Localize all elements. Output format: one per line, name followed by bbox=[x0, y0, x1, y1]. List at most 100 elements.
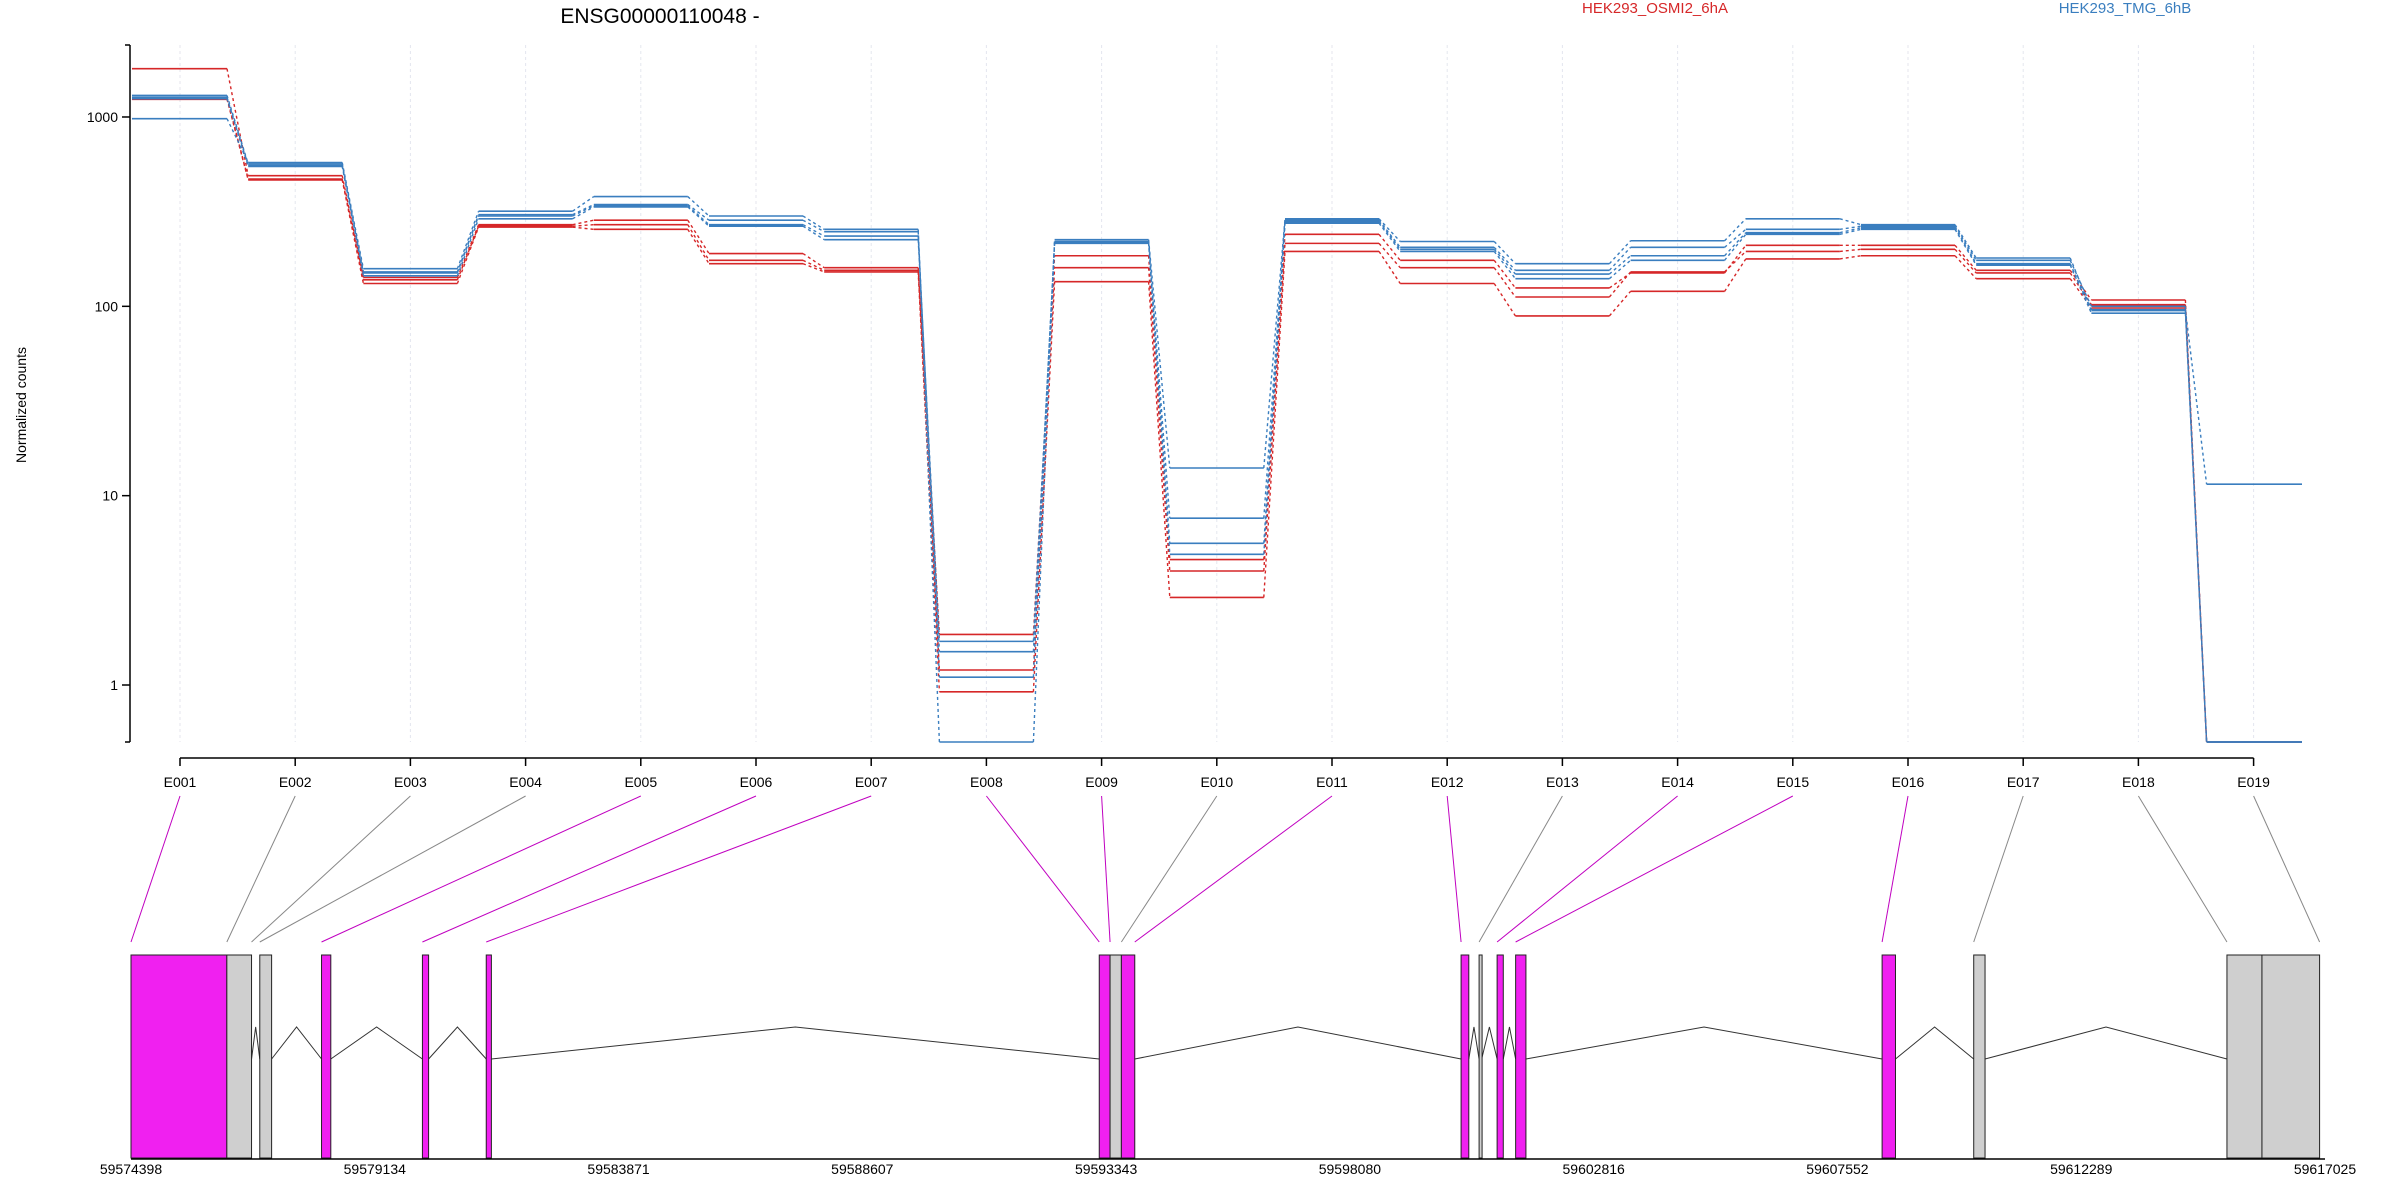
exon-box-e001 bbox=[130, 954, 228, 1159]
series-7-link-e007 bbox=[917, 239, 941, 642]
series-1-link-e004 bbox=[572, 219, 594, 226]
exon-box-e006 bbox=[485, 954, 492, 1159]
series-7-link-e013 bbox=[1608, 259, 1632, 280]
x-tick-label-e008: E008 bbox=[970, 774, 1003, 790]
series-6-link-e005 bbox=[687, 205, 710, 226]
series-6-link-e006 bbox=[802, 224, 825, 237]
x-tick-label-e004: E004 bbox=[509, 774, 542, 790]
series-6-link-e012 bbox=[1493, 248, 1516, 275]
series-6-link-e011 bbox=[1378, 221, 1401, 250]
connector-e017 bbox=[1973, 795, 2024, 943]
x-tick-label-e014: E014 bbox=[1661, 774, 1694, 790]
series-2-link-e003 bbox=[456, 225, 480, 281]
exon-box-e004 bbox=[321, 954, 332, 1159]
x-tick-label-e013: E013 bbox=[1546, 774, 1579, 790]
series-6-link-e014 bbox=[1724, 232, 1747, 257]
series-1-link-e012 bbox=[1493, 259, 1516, 289]
connector-e012 bbox=[1446, 795, 1462, 943]
series-4-link-e012 bbox=[1493, 241, 1516, 265]
exon-box-e009 bbox=[1120, 954, 1136, 1159]
exon-connectors bbox=[130, 795, 2321, 943]
genomic-tick-label-2: 59579134 bbox=[344, 1161, 407, 1177]
series-7-link-e010 bbox=[1263, 223, 1286, 555]
connector-e015 bbox=[1515, 795, 1794, 943]
series-5-link-e004 bbox=[572, 203, 595, 216]
series-1-link-e002 bbox=[341, 175, 365, 278]
intron-4 bbox=[330, 1026, 423, 1060]
series-2-link-e010 bbox=[1263, 243, 1286, 572]
series-2-link-e013 bbox=[1608, 271, 1632, 298]
series-3-link-e003 bbox=[456, 226, 480, 284]
x-tick-label-e001: E001 bbox=[164, 774, 197, 790]
series-4-link-e011 bbox=[1378, 218, 1401, 242]
series-6-link-e016 bbox=[1954, 227, 1977, 265]
x-tick-label-e010: E010 bbox=[1200, 774, 1233, 790]
series-7-hek293-tmg-6hb bbox=[132, 97, 2302, 743]
intron-2 bbox=[251, 1026, 261, 1060]
series-4-link-e018 bbox=[2184, 309, 2208, 485]
series-5-link-e005 bbox=[687, 203, 710, 221]
series-2-link-e004 bbox=[572, 223, 594, 227]
series-1-link-e014 bbox=[1724, 244, 1747, 274]
exon-box-e008 bbox=[1109, 954, 1122, 1159]
x-tick-label-e019: E019 bbox=[2237, 774, 2270, 790]
connector-e014 bbox=[1496, 795, 1678, 943]
series-6-link-e003 bbox=[456, 215, 480, 274]
connector-e006 bbox=[422, 795, 757, 943]
connector-e003 bbox=[251, 795, 411, 943]
genomic-tick-label-7: 59602816 bbox=[1563, 1161, 1626, 1177]
series-2-link-e012 bbox=[1493, 267, 1516, 298]
intron-6 bbox=[491, 1026, 1100, 1060]
genomic-tick-label-5: 59593343 bbox=[1075, 1161, 1138, 1177]
series-5-link-e011 bbox=[1378, 219, 1401, 248]
series-1-link-e006 bbox=[802, 252, 825, 269]
series-4-link-e014 bbox=[1724, 218, 1747, 242]
series-3-link-e004 bbox=[572, 226, 594, 231]
intron-15 bbox=[1984, 1026, 2228, 1060]
x-tick-label-e002: E002 bbox=[279, 774, 312, 790]
genomic-tick-label-10: 59617025 bbox=[2294, 1161, 2357, 1177]
connector-e001 bbox=[130, 795, 181, 943]
intron-3 bbox=[271, 1026, 322, 1060]
series-5-link-e006 bbox=[802, 219, 825, 233]
intron-14 bbox=[1895, 1026, 1975, 1060]
series-2-link-e011 bbox=[1378, 242, 1401, 269]
x-tick-label-e003: E003 bbox=[394, 774, 427, 790]
x-tick-label-e009: E009 bbox=[1085, 774, 1118, 790]
series-4-link-e005 bbox=[687, 196, 710, 217]
series-1-link-e016 bbox=[1954, 244, 1977, 271]
series-1-link-e001 bbox=[226, 68, 249, 176]
x-tick-label-e012: E012 bbox=[1431, 774, 1464, 790]
series-1-link-e017 bbox=[2069, 269, 2092, 301]
series-3-link-e015 bbox=[1839, 255, 1862, 260]
series-3-link-e016 bbox=[1954, 255, 1977, 280]
x-tick-label-e007: E007 bbox=[855, 774, 888, 790]
series-5-link-e017 bbox=[2069, 260, 2093, 307]
y-tick-label-1: 1 bbox=[110, 677, 118, 693]
intron-5 bbox=[428, 1026, 487, 1060]
connector-e016 bbox=[1881, 795, 1909, 943]
series-4-link-e004 bbox=[572, 195, 595, 212]
exon-box-e010 bbox=[1460, 954, 1470, 1159]
x-tick-label-e016: E016 bbox=[1892, 774, 1925, 790]
intron-10 bbox=[1468, 1026, 1480, 1060]
series-3-link-e009 bbox=[1147, 281, 1171, 598]
series-7-link-e017 bbox=[2069, 264, 2093, 314]
series-7-link-e012 bbox=[1493, 250, 1516, 280]
chart-title: ENSG00000110048 - bbox=[560, 5, 759, 28]
connector-e005 bbox=[321, 795, 642, 943]
connector-e013 bbox=[1478, 795, 1563, 943]
series-2-link-e014 bbox=[1724, 250, 1747, 273]
series-4-link-e003 bbox=[456, 210, 480, 269]
legend-label-tmg: HEK293_TMG_6hB bbox=[2059, 0, 2192, 17]
series-7-link-e016 bbox=[1954, 228, 1977, 266]
connector-e011 bbox=[1134, 795, 1333, 943]
genomic-tick-label-6: 59598080 bbox=[1319, 1161, 1382, 1177]
series-4-link-e010 bbox=[1263, 218, 1286, 469]
series-3-link-e010 bbox=[1263, 251, 1286, 598]
intron-12 bbox=[1502, 1026, 1517, 1060]
genomic-tick-label-4: 59588607 bbox=[831, 1161, 894, 1177]
series-7-link-e008 bbox=[1032, 243, 1056, 642]
connector-e009 bbox=[1101, 795, 1111, 943]
